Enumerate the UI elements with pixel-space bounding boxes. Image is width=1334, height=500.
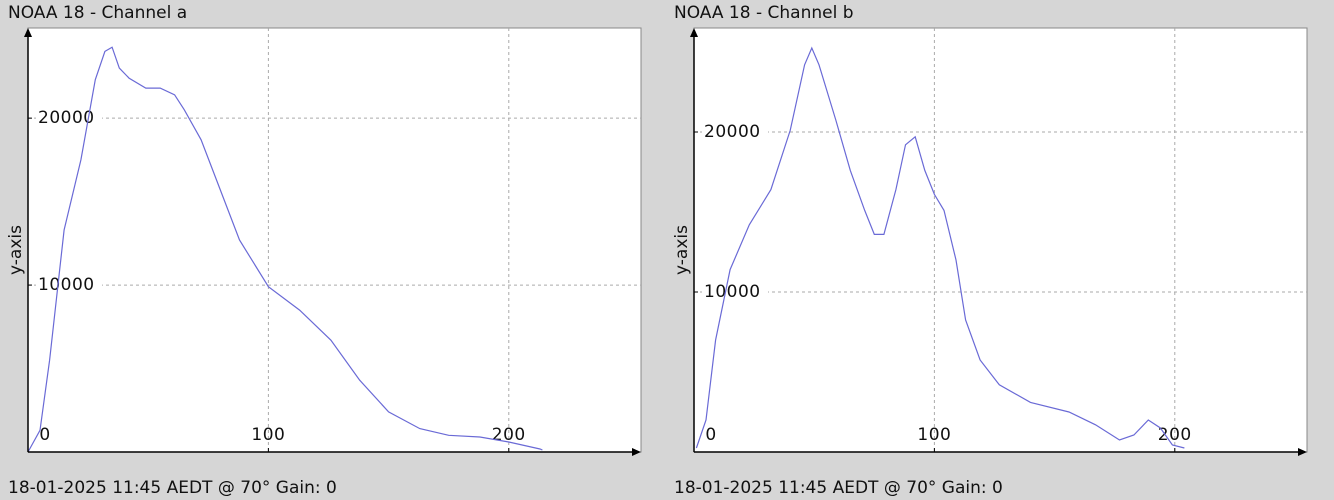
y-axis-label: y-axis	[6, 225, 26, 275]
tick-label-bg	[702, 283, 768, 301]
y-tick-label: 20000	[38, 108, 95, 128]
x-tick-label: 100	[251, 425, 285, 445]
x-axis-arrow	[632, 448, 641, 456]
footer-text: 18-01-2025 11:45 AEDT @ 70° Gain: 0	[674, 478, 1003, 498]
chart-panel: NOAA 18 - Channel a0 100 2001000020000y-ax…	[6, 3, 642, 498]
footer-text: 18-01-2025 11:45 AEDT @ 70° Gain: 0	[8, 478, 337, 498]
y-tick-label: 20000	[704, 122, 761, 142]
y-axis-arrow	[690, 28, 698, 37]
chart-title: NOAA 18 - Channel b	[674, 3, 854, 23]
x-tick-label: 200	[1158, 425, 1192, 445]
x-axis-arrow	[1298, 448, 1307, 456]
x-tick-label: 0	[39, 425, 50, 445]
plot-area	[693, 27, 1308, 453]
x-tick-label: 100	[917, 425, 951, 445]
y-axis-arrow	[24, 28, 32, 37]
chart-panel: NOAA 18 - Channel b 0 100 200 10000 20000 y-ax…	[672, 3, 1308, 498]
chart-title: NOAA 18 - Channel a	[8, 3, 187, 23]
y-tick-label: 10000	[38, 275, 95, 295]
tick-label-bg	[36, 276, 102, 295]
y-tick-label: 10000	[704, 282, 761, 302]
data-line	[695, 46, 1185, 449]
data-line	[27, 46, 543, 453]
x-tick-label: 0	[705, 425, 716, 445]
plot-area	[27, 27, 642, 453]
y-axis-label: y-axis	[672, 225, 692, 275]
tick-label-bg	[702, 123, 768, 141]
tick-label-bg	[36, 109, 102, 128]
